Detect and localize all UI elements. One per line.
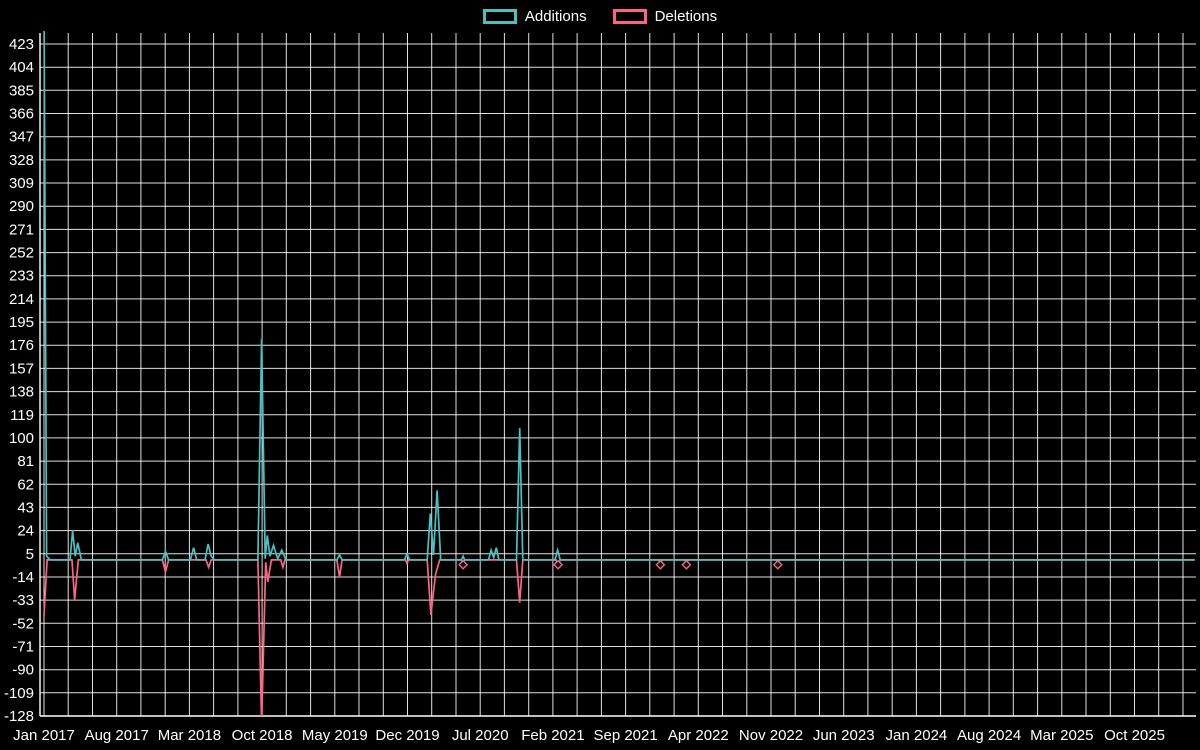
y-tick-label: -109 xyxy=(4,685,34,702)
x-tick-label: Apr 2022 xyxy=(668,727,729,744)
y-tick-label: 119 xyxy=(10,407,34,424)
gridlines xyxy=(39,33,1196,717)
legend-item-deletions[interactable]: Deletions xyxy=(612,8,718,25)
point-marker xyxy=(553,559,564,570)
y-tick-label: 290 xyxy=(9,198,34,215)
y-tick-label: 195 xyxy=(9,314,34,331)
point-marker xyxy=(458,559,469,570)
y-tick-label: 81 xyxy=(17,453,34,470)
deletions-line xyxy=(43,559,1195,716)
x-tick-label: Jan 2017 xyxy=(13,727,75,744)
chart-legend: Additions Deletions xyxy=(0,8,1200,25)
additions-legend-label: Additions xyxy=(524,8,587,25)
x-tick-label: Mar 2018 xyxy=(158,727,221,744)
y-tick-label: 252 xyxy=(9,245,34,262)
x-tick-label: May 2019 xyxy=(302,727,368,744)
y-tick-label: 214 xyxy=(9,291,34,308)
y-tick-label: 423 xyxy=(9,36,34,53)
series-lines xyxy=(43,31,1195,716)
y-tick-label: 138 xyxy=(9,384,34,401)
x-tick-label: Aug 2024 xyxy=(957,727,1021,744)
x-tick-label: Mar 2025 xyxy=(1030,727,1093,744)
deletions-swatch-icon xyxy=(612,9,647,24)
point-marker xyxy=(655,559,666,570)
x-tick-label: Oct 2025 xyxy=(1104,727,1165,744)
y-tick-label: 157 xyxy=(9,360,34,377)
y-tick-label: 328 xyxy=(9,152,34,169)
y-tick-label: 347 xyxy=(9,129,34,146)
y-tick-label: -33 xyxy=(12,592,34,609)
x-tick-label: Aug 2017 xyxy=(85,727,149,744)
x-tick-label: Sep 2021 xyxy=(593,727,657,744)
additions-line xyxy=(43,31,1195,562)
y-tick-label: 385 xyxy=(9,82,34,99)
x-tick-label: Dec 2019 xyxy=(375,727,439,744)
y-tick-label: 366 xyxy=(9,106,34,123)
x-tick-label: Oct 2018 xyxy=(232,727,293,744)
legend-item-additions[interactable]: Additions xyxy=(482,8,587,25)
point-marker xyxy=(772,559,783,570)
y-tick-label: -71 xyxy=(12,639,34,656)
axis-labels: 423 404 385 366 347 328 309 290 271 252 233 214 195 1… xyxy=(4,36,1165,744)
y-tick-label: 271 xyxy=(9,221,34,238)
y-tick-label: 43 xyxy=(17,499,34,516)
y-tick-label: 233 xyxy=(9,268,34,285)
point-marker xyxy=(681,559,692,570)
y-tick-label: 100 xyxy=(9,430,34,447)
x-tick-label: Feb 2021 xyxy=(521,727,584,744)
deletions-legend-label: Deletions xyxy=(654,8,718,25)
y-tick-label: 5 xyxy=(26,546,34,563)
x-tick-label: Jul 2020 xyxy=(452,727,509,744)
y-tick-label: -90 xyxy=(12,662,34,679)
additions-swatch-icon xyxy=(482,9,517,24)
y-tick-label: 309 xyxy=(9,175,34,192)
y-tick-label: 24 xyxy=(17,523,34,540)
x-tick-label: Jun 2023 xyxy=(813,727,875,744)
y-tick-label: -14 xyxy=(12,569,34,586)
y-tick-label: 404 xyxy=(9,59,34,76)
y-tick-label: -52 xyxy=(12,615,34,632)
x-tick-label: Nov 2022 xyxy=(739,727,803,744)
y-tick-label: 176 xyxy=(9,337,34,354)
y-tick-label: 62 xyxy=(17,476,34,493)
y-tick-label: -128 xyxy=(4,708,34,725)
x-tick-label: Jan 2024 xyxy=(886,727,948,744)
